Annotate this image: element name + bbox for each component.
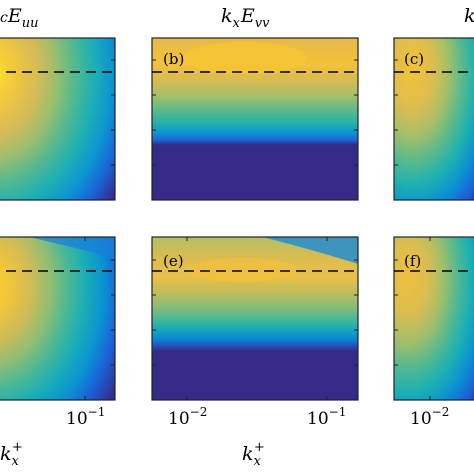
column-title-3: k xyxy=(464,5,474,27)
panel-c-field xyxy=(394,38,474,200)
xtick-label-col1-2: 10−1 xyxy=(307,405,346,429)
xtick-label-col0: 10−1 xyxy=(66,405,105,429)
panel-e-core xyxy=(187,258,297,282)
panel-b-core xyxy=(183,42,307,74)
panel-c-frame xyxy=(393,37,474,201)
panel-c xyxy=(394,38,474,200)
panel-b-frame xyxy=(151,37,359,201)
panel-f xyxy=(394,237,474,400)
panel-e xyxy=(152,237,358,400)
panel-e-upper-band xyxy=(262,237,358,264)
panel-label-b: (b) xyxy=(163,50,184,68)
panel-label-f: (f) xyxy=(404,252,421,270)
panel-a xyxy=(0,38,115,200)
panel-a-frame xyxy=(0,37,116,201)
panel-d-upper-band xyxy=(30,237,115,260)
xtick-label-col2: 10−2 xyxy=(410,405,449,429)
panel-e-frame xyxy=(151,236,359,401)
panel-d-field xyxy=(0,237,115,400)
panel-label-c: (c) xyxy=(404,50,424,68)
panel-d xyxy=(0,237,115,400)
panel-f-frame xyxy=(393,236,474,401)
panel-d-frame xyxy=(0,236,116,401)
panel-b xyxy=(152,38,358,200)
panel-label-e: (e) xyxy=(163,252,184,270)
xaxis-label-col1: kx+ xyxy=(242,440,265,469)
column-title-2: kxEvv xyxy=(221,5,270,31)
xaxis-label-col0: kx+ xyxy=(0,440,23,469)
panel-f-field xyxy=(394,237,474,400)
tick-marks xyxy=(84,59,431,400)
xtick-label-col1-1: 10−2 xyxy=(168,405,207,429)
panel-a-field xyxy=(0,38,115,200)
column-title-1: cEuu xyxy=(0,5,38,31)
